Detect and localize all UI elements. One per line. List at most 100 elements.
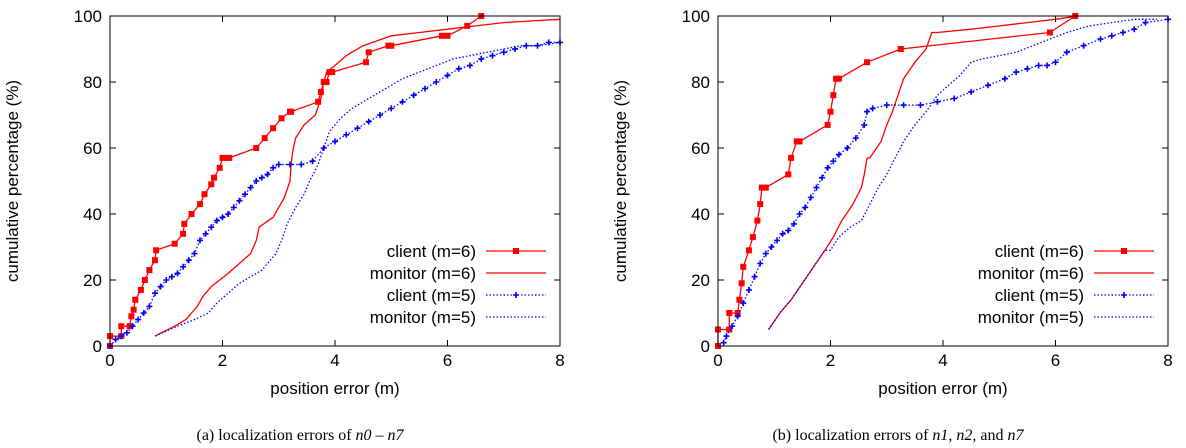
legend-label: client (m=5) [995,286,1084,305]
data-point [287,161,293,168]
legend-label: monitor (m=5) [978,308,1084,327]
data-point [365,118,372,125]
data-point [968,88,975,95]
data-point [216,164,223,171]
data-point [740,300,747,307]
data-point [309,158,316,165]
data-point [180,230,187,237]
data-point [1120,29,1126,36]
x-tick-label: 2 [826,351,835,370]
data-point [762,250,769,257]
data-point [146,303,153,310]
data-point [726,326,733,333]
series-1 [107,13,485,349]
data-point [444,72,451,79]
data-point [197,201,203,208]
data-point [852,135,859,142]
x-axis-label: position error (m) [878,379,1007,398]
series-4 [768,18,1157,330]
data-point [1063,49,1070,56]
data-point [785,171,792,178]
legend-label: monitor (m=6) [370,264,476,283]
data-point [1024,65,1031,72]
data-point [208,181,215,188]
data-point [362,59,369,66]
data-point [135,316,142,323]
data-point [934,98,941,105]
series-line [768,15,1079,330]
data-point [253,178,260,184]
data-point [1080,42,1087,49]
data-point [354,125,361,132]
data-point [118,333,125,340]
data-point [861,121,868,128]
x-tick-label: 6 [1051,351,1060,370]
data-point [740,263,747,270]
data-point [1044,62,1051,69]
data-point [951,95,958,102]
data-point [864,59,871,66]
data-point [278,115,285,122]
data-point [830,158,837,165]
data-point [864,108,871,115]
figure-caption: (b) localization errors of n1, n2, and n… [772,427,1024,444]
data-point [153,247,160,254]
series-line [109,41,560,347]
data-point [478,55,485,62]
legend-label: monitor (m=5) [370,308,476,327]
data-point [211,174,218,181]
data-point [1052,59,1059,66]
x-tick-label: 4 [330,351,339,370]
x-axis-label: position error (m) [270,379,399,398]
data-point [422,85,428,92]
data-point [410,92,417,99]
data-point [802,204,809,211]
data-point [827,108,834,115]
data-point [298,161,305,168]
data-point [754,217,761,224]
data-point [729,323,736,330]
data-point [500,49,507,56]
y-tick-label: 40 [83,205,102,224]
data-point [202,230,209,237]
data-point [123,329,130,336]
data-point [1013,69,1020,76]
data-point [900,102,907,109]
data-point [213,217,220,224]
series-line [154,41,561,337]
data-point [774,237,781,244]
data-point [757,201,764,208]
data-point [247,184,254,191]
data-point [137,286,144,293]
legend-label: client (m=6) [995,242,1084,261]
data-point [738,280,745,287]
data-point [1001,75,1008,82]
data-point [118,323,125,330]
data-point [489,52,496,59]
y-tick-label: 60 [691,139,710,158]
data-point [323,79,330,85]
legend-marker [513,248,519,254]
data-point [332,138,338,145]
data-point [438,32,445,39]
data-point [723,333,730,340]
data-point [835,75,842,82]
data-point [201,191,208,198]
data-point [317,88,324,95]
data-point [129,323,136,330]
data-point [270,125,277,132]
data-point [163,277,170,283]
data-point [270,164,277,171]
y-tick-label: 80 [691,73,710,92]
data-point [819,174,826,181]
data-point [736,296,743,303]
data-point [365,49,372,56]
data-point [130,306,137,313]
y-tick-label: 60 [83,139,102,158]
x-tick-label: 6 [443,351,452,370]
legend-marker [1121,248,1127,254]
legend-label: client (m=5) [387,286,476,305]
data-point [168,273,175,280]
data-point [835,151,842,158]
data-point [1108,32,1115,39]
